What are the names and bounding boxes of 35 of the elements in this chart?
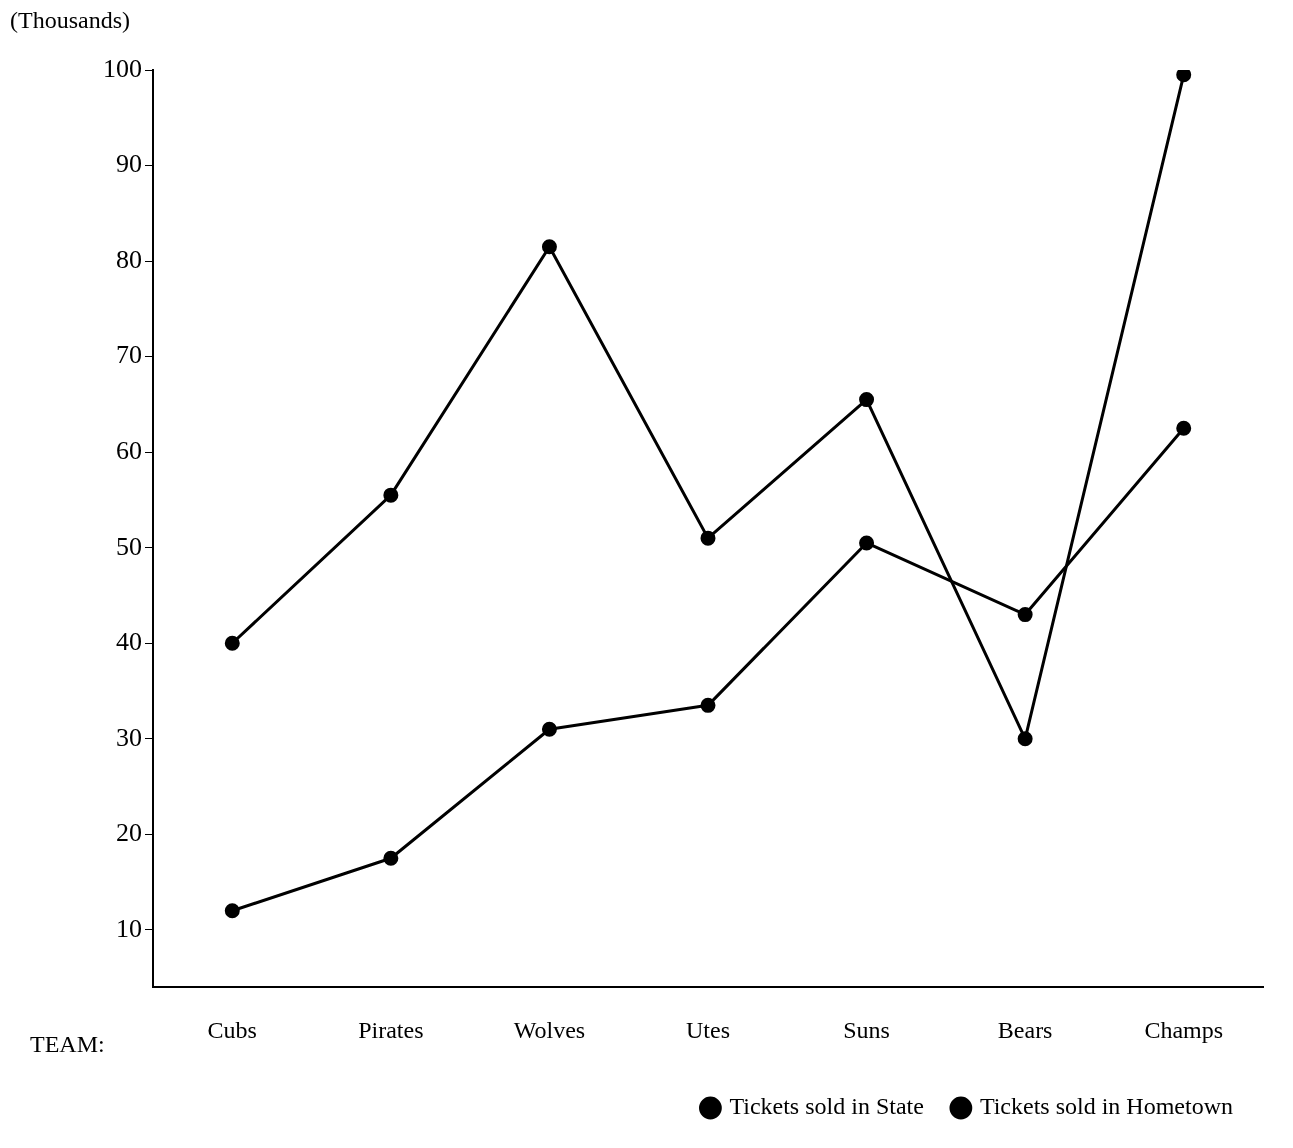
point: [700, 530, 716, 546]
x-tick-label: Cubs: [207, 1016, 257, 1043]
y-tick-label: 10: [116, 913, 142, 943]
point: [224, 635, 240, 651]
y-tick-label: 60: [116, 435, 142, 465]
x-tick-label: Pirates: [358, 1016, 424, 1043]
point: [700, 697, 716, 713]
x-axis-title: TEAM:: [30, 1031, 105, 1058]
x-tick-label: Wolves: [513, 1016, 586, 1043]
point: [1176, 70, 1192, 83]
y-tick-label: 20: [116, 818, 142, 848]
point: [224, 903, 240, 919]
y-tick-label: 30: [116, 722, 142, 752]
point: [1176, 420, 1192, 436]
point: [1017, 607, 1033, 623]
y-tick-label: 100: [103, 53, 142, 83]
point: [383, 850, 399, 866]
legend-label: Tickets sold in Hometown: [979, 1093, 1233, 1120]
x-tick-label: Suns: [843, 1016, 890, 1043]
x-tick-label: Utes: [686, 1016, 730, 1043]
y-tick-label: 50: [116, 531, 142, 561]
point: [859, 535, 875, 551]
point: [541, 239, 557, 255]
y-tick-label: 80: [116, 244, 142, 274]
point: [541, 721, 557, 737]
point: [383, 487, 399, 503]
y-tick-label: 90: [116, 149, 142, 179]
point: [1017, 731, 1033, 747]
y-tick-label: 40: [116, 627, 142, 657]
x-tick-label: Bears: [997, 1016, 1053, 1043]
y-axis-title: (Thousands): [10, 7, 130, 34]
point: [859, 392, 875, 408]
x-tick-label: Champs: [1144, 1016, 1224, 1043]
legend-label: Tickets sold in State: [729, 1093, 924, 1120]
y-tick-label: 70: [116, 340, 142, 370]
